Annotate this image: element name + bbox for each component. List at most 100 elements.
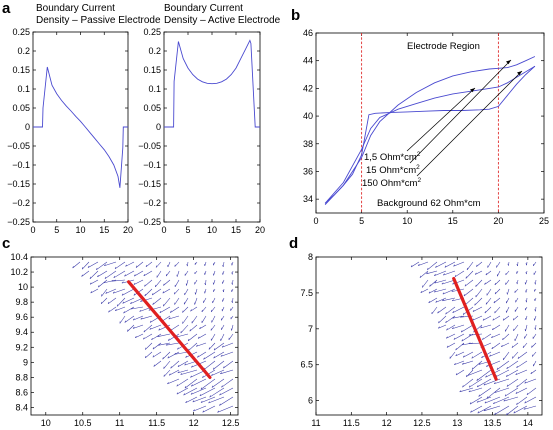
d-vector-arrowhead [443, 273, 445, 276]
c-vector-arrow [143, 270, 153, 277]
c-xtick-label-4: 12 [189, 418, 199, 428]
c-vector-arrowhead [183, 393, 185, 396]
d-vector-arrowhead [462, 362, 464, 365]
d-vector-arrow [516, 279, 519, 285]
c-vector-arrowhead [193, 409, 195, 412]
c-vector-arrow [205, 279, 207, 286]
c-vector-arrowhead [231, 282, 233, 285]
chart-a-passive: Boundary Current Density – Passive Elect… [7, 3, 161, 235]
d-vector-arrowhead [472, 309, 475, 312]
c-vector-arrow [167, 351, 180, 359]
d-vector-arrowhead [513, 411, 516, 414]
d-vector-arrow [494, 387, 510, 393]
b-xtick-label-3: 15 [448, 216, 458, 226]
c-ytick-label-3: 9.8 [15, 297, 28, 307]
c-vector-arrowhead [96, 267, 98, 270]
c-vector-arrow [191, 315, 198, 324]
d-vector-arrowhead [482, 318, 485, 321]
c-vector-arrow [144, 279, 153, 287]
d-vector-arrowhead [517, 356, 520, 359]
c-vector-arrow [167, 261, 171, 268]
d-vector-arrow [531, 342, 537, 348]
c-vector-arrow [221, 324, 225, 330]
b-ytick-label-2: 42 [303, 83, 313, 93]
chart-d-axes [315, 256, 543, 416]
d-vector-arrow [476, 396, 492, 403]
resistivity-label-1: 1,5 Ohm*cm2 [364, 151, 421, 163]
c-vector-arrow [213, 270, 216, 276]
d-vector-arrow [516, 378, 528, 388]
d-vector-arrow [462, 360, 474, 365]
d-vector-arrow [442, 297, 456, 302]
d-vector-arrow [523, 405, 537, 410]
d-vector-arrowhead [526, 392, 529, 395]
c-vector-arrow [145, 261, 153, 268]
c-vector-arrow [200, 396, 216, 403]
d-ytick-label-4: 6 [308, 396, 313, 406]
d-vector-arrow [511, 342, 519, 348]
c-ytick-label-2: 10 [18, 282, 28, 292]
b-ytick-label-1: 44 [303, 56, 313, 66]
c-vector-arrowhead [197, 355, 199, 358]
c-vector-arrowhead [162, 357, 164, 360]
d-vector-arrow [513, 405, 528, 414]
c-vector-arrowhead [149, 320, 152, 323]
d-vector-arrow [492, 315, 501, 321]
c-vector-arrowhead [158, 343, 160, 346]
d-vector-arrow [469, 396, 483, 405]
c-vector-arrowhead [211, 385, 214, 388]
c-vector-arrow [89, 270, 99, 279]
d-vector-arrowhead [481, 355, 483, 359]
d-vector-arrowhead [426, 272, 429, 275]
c-vector-arrow [127, 324, 135, 332]
annotation-arrow-1 [406, 87, 476, 152]
c-vector-arrow [177, 369, 189, 374]
c-vector-arrowhead [220, 354, 223, 357]
c-ytick-label-7: 9 [23, 357, 28, 367]
c-vector-arrow [121, 288, 135, 296]
c-vector-arrow [107, 297, 117, 305]
d-vector-arrowhead [483, 383, 486, 386]
c-vector-arrow [143, 333, 153, 340]
d-vector-arrow [434, 288, 447, 293]
c-vector-arrowhead [170, 366, 172, 369]
c-vector-arrow [174, 351, 189, 355]
d-vector-arrowhead [476, 264, 478, 267]
c-vector-arrowhead [213, 348, 216, 351]
d-vector-arrow [475, 270, 483, 275]
d-vector-arrow [494, 288, 501, 295]
d-vector-arrowhead [460, 315, 463, 318]
c-vector-arrow [105, 288, 117, 294]
c-vector-arrowhead [159, 310, 162, 313]
c-vector-arrowhead [176, 392, 179, 395]
c-vector-arrowhead [134, 335, 137, 338]
d-ytick-label-2: 7 [308, 324, 313, 334]
d-vector-arrow [524, 396, 537, 404]
c-vector-arrow [90, 288, 99, 294]
d-vector-arrow [530, 369, 537, 375]
a1-xtick-label-4: 20 [123, 225, 133, 235]
c-vector-arrowhead [203, 357, 205, 360]
d-vector-arrowhead [484, 282, 486, 285]
d-vector-arrowhead [484, 401, 487, 404]
d-vector-arrowhead [428, 300, 430, 304]
d-vector-arrow [535, 279, 537, 285]
c-vector-arrow [188, 342, 198, 351]
c-xtick-label-2: 11 [115, 418, 124, 428]
c-vector-arrowhead [140, 300, 142, 302]
d-vector-arrowhead [515, 391, 518, 394]
d-vector-arrow [464, 279, 474, 287]
d-vector-arrow [491, 342, 501, 350]
c-vector-arrowhead [151, 337, 153, 340]
d-vector-arrow [427, 261, 438, 271]
resistivity-label-3: 150 Ohm*cm2 [362, 177, 421, 189]
c-vector-arrow [104, 270, 117, 279]
a2-ytick-label-4: 0.05 [143, 103, 161, 113]
d-vector-arrow [463, 351, 474, 358]
d-xtick-label-4: 13 [452, 418, 462, 428]
c-vector-arrow [97, 270, 108, 278]
d-vector-arrow [418, 261, 429, 266]
c-vector-arrowhead [221, 385, 223, 388]
c-vector-arrowhead [81, 274, 83, 277]
d-vector-arrow [502, 351, 510, 361]
